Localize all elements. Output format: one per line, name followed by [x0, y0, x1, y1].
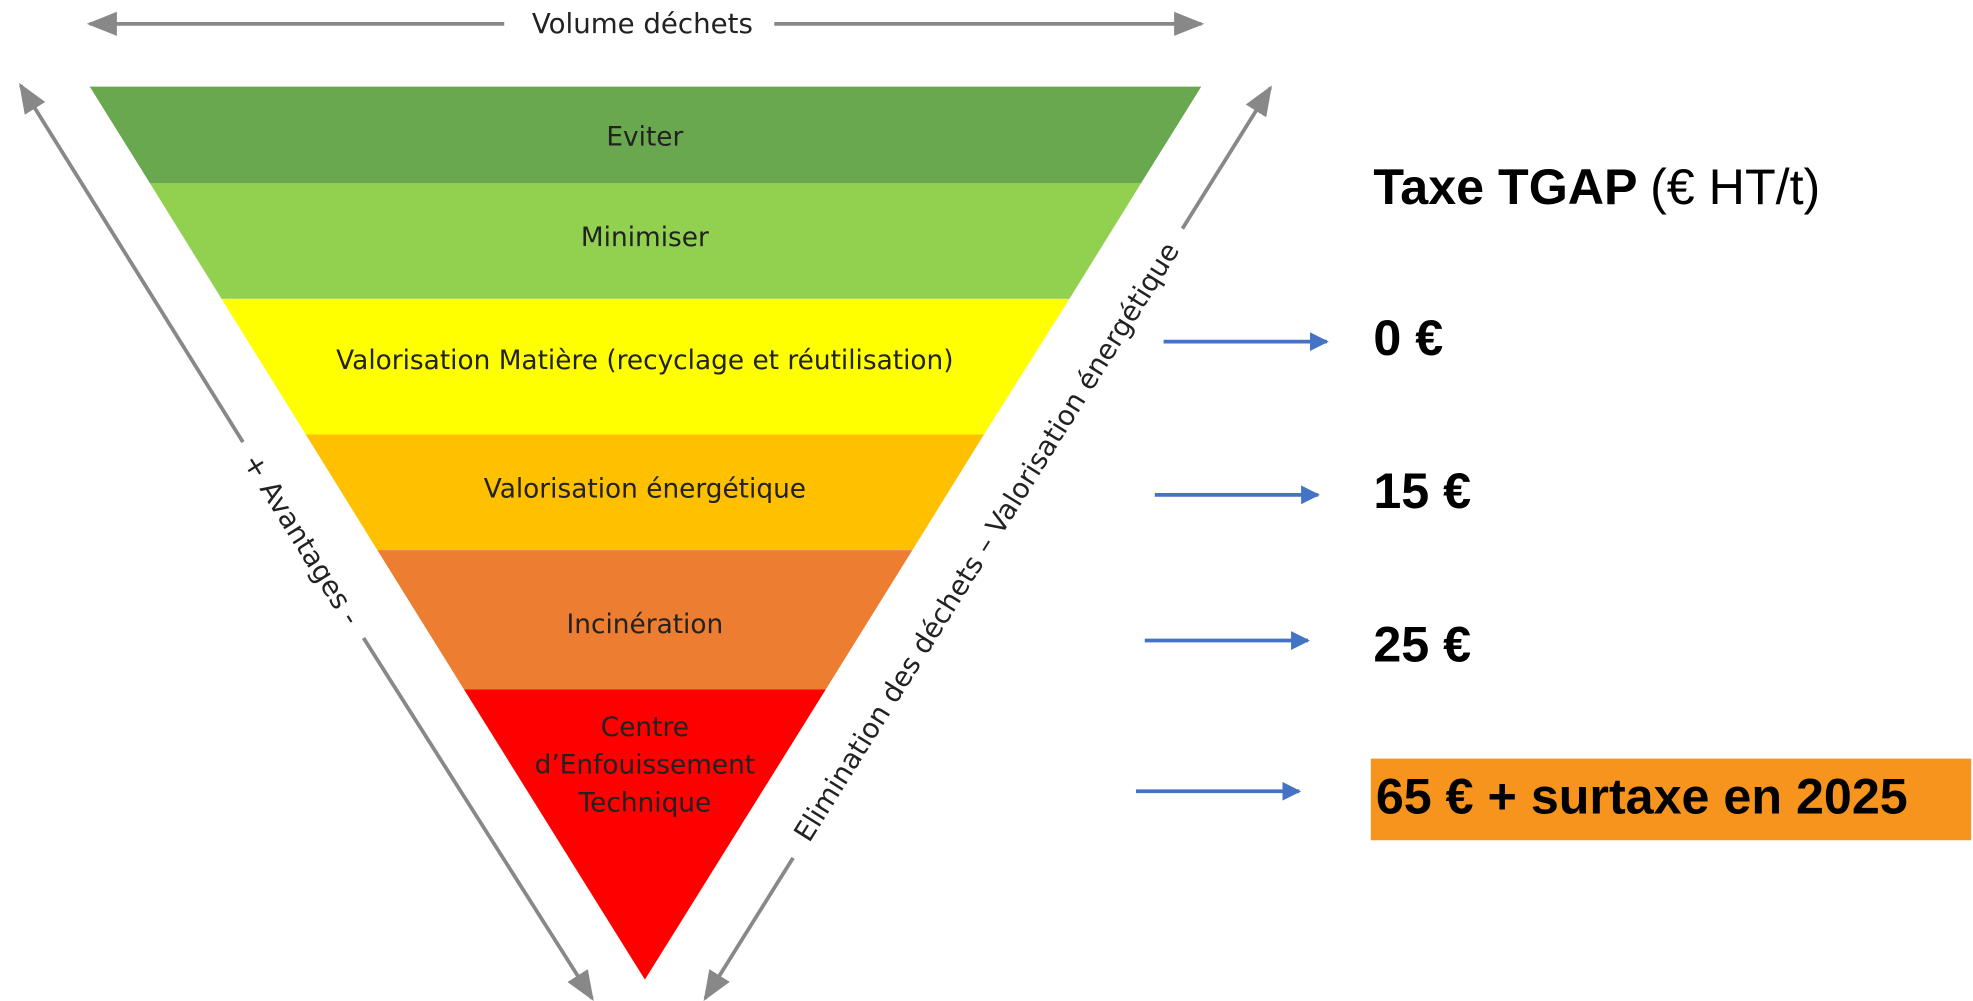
level-label: Incinération — [567, 610, 724, 640]
level-band — [150, 183, 1141, 299]
level-band — [89, 86, 1202, 184]
tax-value: 65 € + surtaxe en 2025 — [1376, 768, 1908, 824]
volume-label: Volume déchets — [532, 7, 753, 40]
tax-title-bold: Taxe TGAP — [1373, 159, 1637, 215]
level-band — [305, 434, 984, 551]
side-arrow — [703, 856, 795, 1001]
side-arrow — [19, 82, 245, 444]
tax-title: Taxe TGAP (€ HT/t) — [1373, 159, 1820, 215]
tax-value: 25 € — [1373, 616, 1471, 672]
level-label: Valorisation énergétique — [484, 474, 806, 504]
level-label: Centre — [601, 713, 689, 743]
level-label: Minimiser — [581, 223, 709, 253]
side-arrow — [361, 637, 594, 1001]
level-band — [377, 550, 913, 690]
level-label: d’Enfouissement — [535, 751, 756, 781]
side-arrow — [1180, 85, 1272, 230]
highlight — [1370, 758, 1972, 841]
level-label: Technique — [578, 788, 712, 818]
level-band — [464, 689, 826, 980]
tax-unit: (€ HT/t) — [1650, 159, 1820, 215]
level-label: Eviter — [606, 123, 683, 153]
level-band — [221, 298, 1070, 435]
level-label: Valorisation Matière (recyclage et réuti… — [336, 346, 953, 376]
tax-value: 0 € — [1373, 310, 1443, 366]
tax-value: 15 € — [1373, 463, 1471, 519]
